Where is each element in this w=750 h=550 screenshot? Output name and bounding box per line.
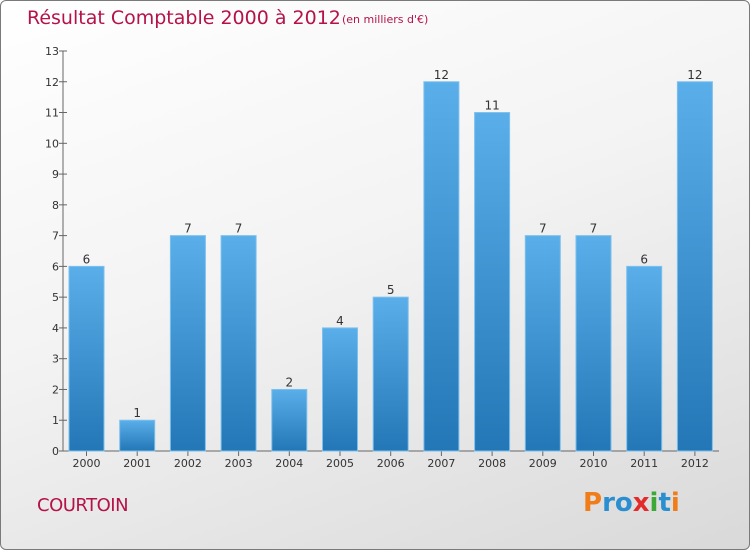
y-tick-label: 5 [52, 291, 59, 304]
x-tick-label: 2003 [225, 457, 253, 470]
x-tick-label: 2006 [377, 457, 405, 470]
proxiti-logo: Proxiti [583, 488, 680, 518]
data-label: 7 [235, 222, 243, 236]
data-label: 7 [539, 222, 547, 236]
logo-letter: i [649, 488, 659, 518]
y-tick-label: 8 [52, 199, 59, 212]
y-tick-label: 6 [52, 260, 59, 273]
y-tick-label: 2 [52, 383, 59, 396]
bar-2008 [474, 112, 511, 452]
y-tick-label: 4 [52, 322, 59, 335]
y-tick-label: 3 [52, 353, 59, 366]
bar-2001 [119, 419, 156, 452]
y-tick-label: 0 [52, 445, 59, 458]
x-tick-label: 2012 [681, 457, 709, 470]
x-tick-label: 2010 [580, 457, 608, 470]
x-tick-label: 2000 [73, 457, 101, 470]
bar-2002 [169, 235, 206, 452]
bar-2007 [423, 81, 460, 452]
data-label: 6 [83, 252, 91, 266]
commune-name: COURTOIN [37, 495, 129, 516]
data-label: 7 [184, 222, 192, 236]
logo-letter: t [658, 488, 671, 518]
x-tick-label: 2001 [123, 457, 151, 470]
bar-2005 [322, 327, 358, 452]
data-label: 4 [336, 314, 344, 328]
bar-2010 [575, 235, 612, 452]
data-label: 11 [484, 99, 499, 113]
logo-letter: i [670, 488, 680, 518]
data-label: 7 [590, 222, 598, 236]
x-tick-label: 2004 [275, 457, 303, 470]
y-tick-label: 9 [52, 168, 59, 181]
logo-letter: x [632, 488, 650, 518]
data-label: 12 [434, 68, 449, 82]
y-tick-label: 12 [45, 76, 59, 89]
y-tick-label: 1 [52, 414, 59, 427]
bar-2012 [676, 81, 713, 452]
x-tick-label: 2011 [630, 457, 658, 470]
logo-letter: r [602, 488, 615, 518]
x-tick-label: 2007 [427, 457, 455, 470]
bar-2009 [524, 235, 561, 452]
y-tick-label: 10 [45, 137, 59, 150]
y-tick-label: 13 [45, 45, 59, 58]
logo-letter: P [583, 488, 603, 518]
bar-2011 [626, 265, 663, 452]
chart-title: Résultat Comptable 2000 à 2012 [27, 7, 341, 29]
x-tick-label: 2009 [529, 457, 557, 470]
data-label: 1 [133, 406, 141, 420]
x-tick-label: 2008 [478, 457, 506, 470]
bar-2006 [372, 296, 409, 452]
chart-subtitle: (en milliers d'€) [342, 13, 429, 26]
bar-2004 [271, 388, 308, 452]
x-tick-label: 2002 [174, 457, 202, 470]
data-label: 5 [387, 283, 395, 297]
data-label: 12 [687, 68, 702, 82]
x-tick-label: 2005 [326, 457, 354, 470]
bar-2003 [220, 235, 257, 452]
y-tick-label: 11 [45, 107, 59, 120]
bar-2000 [68, 265, 105, 452]
y-tick-label: 7 [52, 230, 59, 243]
data-label: 2 [285, 375, 293, 389]
data-label: 6 [640, 252, 648, 266]
logo-letter: o [614, 488, 633, 518]
